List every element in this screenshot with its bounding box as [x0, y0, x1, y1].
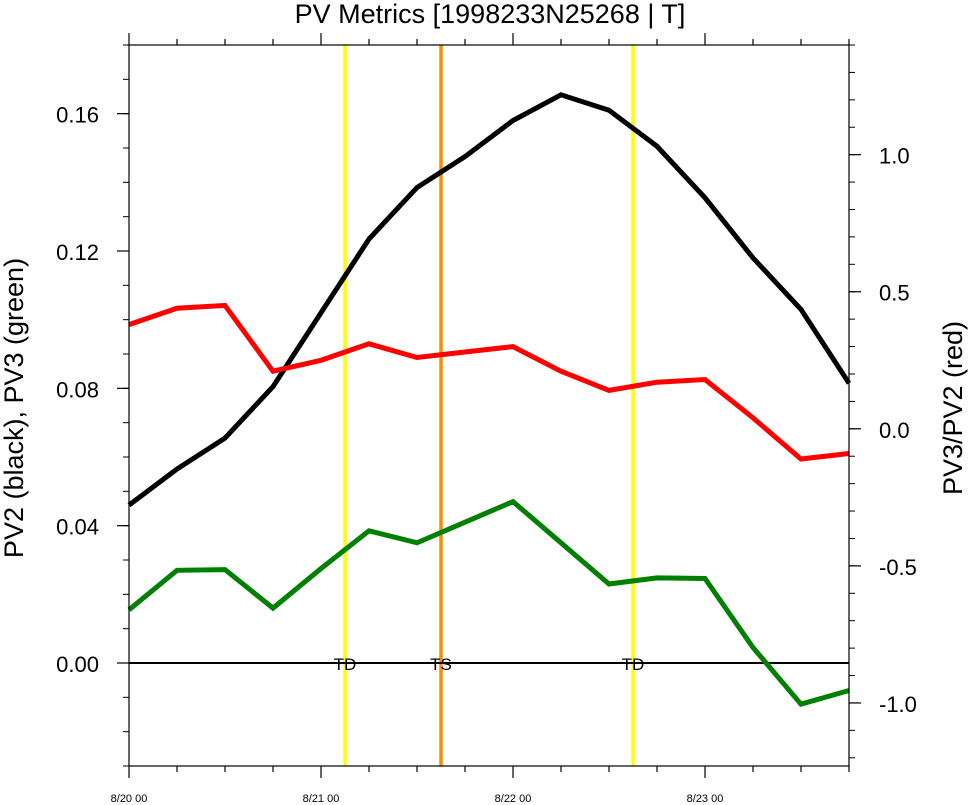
right-tick-label: 0.5: [879, 281, 910, 306]
event-lines: [343, 45, 635, 766]
left-axis-title: PV2 (black), PV3 (green): [0, 258, 29, 558]
x-tick-label: 8/22 00: [495, 793, 532, 805]
event-labels: TD TS TD: [334, 655, 645, 674]
x-tick-label: 8/20 00: [111, 793, 148, 805]
axis-tick-labels: 0.16 0.12 0.08 0.04 0.00 1.0 0.5 0.0 -0.5 -1.0 8/2…: [56, 103, 917, 805]
left-tick-label: 0.16: [56, 103, 99, 128]
x-tick-label: 8/23 00: [687, 793, 724, 805]
left-tick-label: 0.08: [56, 377, 99, 402]
plot-frame-layer: [128, 44, 850, 767]
right-tick-label: 0.0: [879, 418, 910, 443]
chart-title: PV Metrics [1998233N25268 | T]: [295, 0, 686, 29]
right-tick-label: -1.0: [879, 692, 917, 717]
series-line-pv3-pv2: [128, 302, 850, 462]
x-tick-label: 8/21 00: [303, 793, 340, 805]
series-lines: [127, 92, 852, 708]
plot-frame: [128, 44, 850, 767]
right-tick-label: -0.5: [879, 555, 917, 580]
left-tick-label: 0.00: [56, 652, 99, 677]
event-label: TS: [430, 655, 452, 674]
axis-ticks: [117, 33, 861, 778]
left-tick-label: 0.04: [56, 515, 99, 540]
series-line-pv2: [127, 92, 852, 508]
event-label: TD: [334, 655, 357, 674]
left-tick-label: 0.12: [56, 240, 99, 265]
right-axis-title: PV3/PV2 (red): [938, 321, 968, 495]
right-tick-label: 1.0: [879, 144, 910, 169]
event-label: TD: [622, 655, 645, 674]
series-line-pv3: [127, 498, 850, 708]
